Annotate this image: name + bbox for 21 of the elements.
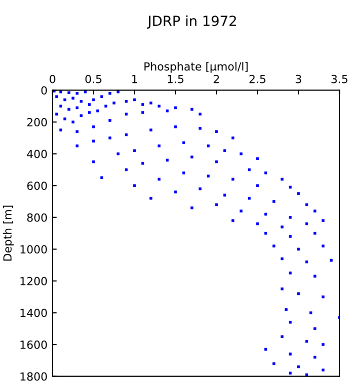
x-tick-label: 2	[214, 74, 219, 84]
x-tick-label: 1.5	[168, 74, 184, 84]
x-axis-title: Phosphate [μmol/l]	[144, 62, 248, 73]
y-tick-label: 600	[27, 182, 47, 190]
y-tick-label: 1200	[20, 276, 47, 286]
y-tick-label: 0	[41, 86, 47, 95]
y-tick-label: 800	[27, 213, 47, 222]
y-tick-label: 1600	[20, 340, 47, 349]
x-tick-label: 3.5	[332, 74, 348, 84]
x-tick-label: 1	[132, 74, 138, 84]
x-tick-label: 0.5	[85, 74, 102, 84]
x-tick-label: 2.5	[249, 74, 266, 84]
x-tick-label: 0	[50, 74, 56, 84]
y-tick-label: 1800	[20, 372, 47, 381]
y-tick-label: 400	[26, 150, 47, 158]
x-tick-label: 3	[296, 74, 302, 84]
y-tick-label: 200	[27, 118, 47, 126]
y-tick-label: 1000	[20, 245, 47, 254]
y-axis-title: Depth [m]	[3, 206, 14, 261]
y-tick-label: 1400	[20, 308, 47, 318]
chart-title: JDRP in 1972	[146, 15, 236, 29]
